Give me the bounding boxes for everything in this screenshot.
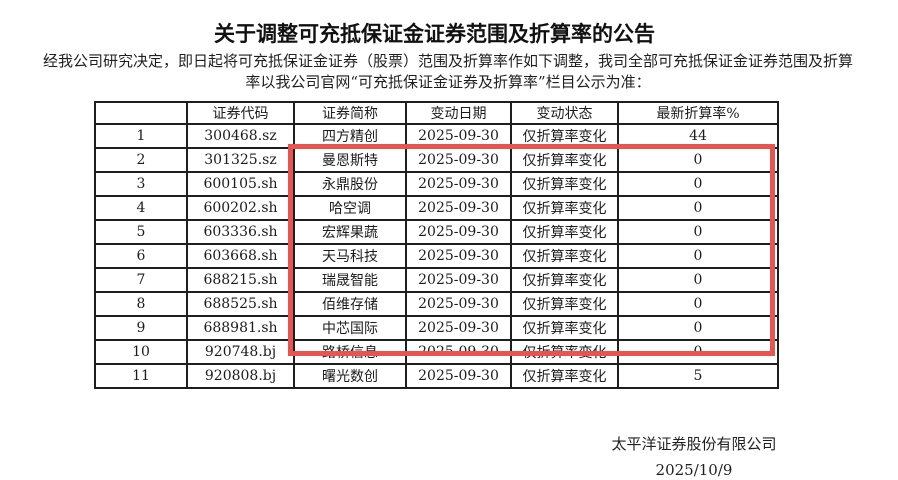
table-cell: 2025-09-30 [405,363,512,389]
table-cell: 0 [617,147,779,173]
table-cell: 7 [94,267,188,293]
table-cell: 0 [617,291,779,317]
footer-date: 2025/10/9 [655,461,733,479]
table-row: 9 688981.sh 中芯国际 2025-09-30 仅折算率变化 0 [94,315,779,341]
table-cell: 2025-09-30 [405,147,512,173]
table-cell: 中芯国际 [293,315,407,341]
table-cell: 哈空调 [293,195,407,221]
table-cell: 永鼎股份 [293,171,407,197]
table-cell: 0 [617,315,779,341]
table-cell: 曙光数创 [293,363,407,389]
table-row: 5 603336.sh 宏辉果蔬 2025-09-30 仅折算率变化 0 [94,219,779,245]
table-cell: 4 [94,195,188,221]
table-cell: 2025-09-30 [405,291,512,317]
table-header-cell: 变动状态 [510,101,619,125]
securities-table: 证券代码 证券简称 变动日期 变动状态 最新折算率% 1 300468.sz 四方精创 202… [94,101,779,389]
table-header-row: 证券代码 证券简称 变动日期 变动状态 最新折算率% [94,101,779,125]
page-title: 关于调整可充抵保证金证券范围及折算率的公告 [214,22,655,46]
table-header-cell: 证券简称 [293,101,407,125]
table-row: 4 600202.sh 哈空调 2025-09-30 仅折算率变化 0 [94,195,779,221]
table-cell: 仅折算率变化 [510,195,619,221]
table-cell: 仅折算率变化 [510,147,619,173]
table-cell: 0 [617,267,779,293]
table-cell: 仅折算率变化 [510,291,619,317]
table-cell: 11 [94,363,188,389]
table-cell: 仅折算率变化 [510,363,619,389]
table-cell: 3 [94,171,188,197]
table-cell: 688981.sh [186,315,295,341]
intro-line-1: 经我公司研究决定，即日起将可充抵保证金证券（股票）范围及折算率作如下调整，我司全… [42,52,853,70]
table-cell: 0 [617,171,779,197]
table-cell: 仅折算率变化 [510,219,619,245]
table-cell: 1 [94,123,188,149]
table-header-cell: 证券代码 [186,101,295,125]
table-cell: 仅折算率变化 [510,267,619,293]
table-cell: 0 [617,339,779,365]
table-header-cell [94,101,188,125]
table-cell: 5 [617,363,779,389]
table-cell: 仅折算率变化 [510,123,619,149]
table-cell: 603336.sh [186,219,295,245]
table-cell: 2025-09-30 [405,219,512,245]
table-row: 8 688525.sh 佰维存储 2025-09-30 仅折算率变化 0 [94,291,779,317]
table-cell: 宏辉果蔬 [293,219,407,245]
table-body: 1 300468.sz 四方精创 2025-09-30 仅折算率变化 44 2 301325.… [94,123,779,389]
table-cell: 8 [94,291,188,317]
table-row: 10 920748.bj 路桥信息 2025-09-30 仅折算率变化 0 [94,339,779,365]
intro-line-2: 率以我公司官网“可充抵保证金证券及折算率”栏目公示为准： [245,73,651,91]
table-cell: 仅折算率变化 [510,243,619,269]
table-cell: 2025-09-30 [405,195,512,221]
table-cell: 瑞晟智能 [293,267,407,293]
table-row: 1 300468.sz 四方精创 2025-09-30 仅折算率变化 44 [94,123,779,149]
table-cell: 600105.sh [186,171,295,197]
table-cell: 2 [94,147,188,173]
table-cell: 920808.bj [186,363,295,389]
table-cell: 2025-09-30 [405,339,512,365]
table-cell: 688215.sh [186,267,295,293]
table-cell: 5 [94,219,188,245]
table-row: 3 600105.sh 永鼎股份 2025-09-30 仅折算率变化 0 [94,171,779,197]
table-cell: 688525.sh [186,291,295,317]
table-cell: 2025-09-30 [405,267,512,293]
table-cell: 44 [617,123,779,149]
table-cell: 6 [94,243,188,269]
table-row: 11 920808.bj 曙光数创 2025-09-30 仅折算率变化 5 [94,363,779,389]
table-cell: 0 [617,219,779,245]
table-cell: 2025-09-30 [405,171,512,197]
table-cell: 仅折算率变化 [510,171,619,197]
table-header-cell: 最新折算率% [617,101,779,125]
table-cell: 0 [617,243,779,269]
table-cell: 2025-09-30 [405,123,512,149]
table-cell: 920748.bj [186,339,295,365]
table-cell: 0 [617,195,779,221]
document-footer: 太平洋证券股份有限公司 2025/10/9 [611,433,777,479]
intro-paragraph: 经我公司研究决定，即日起将可充抵保证金证券（股票）范围及折算率作如下调整，我司全… [14,51,882,93]
table-header-cell: 变动日期 [405,101,512,125]
table-cell: 曼恩斯特 [293,147,407,173]
table-cell: 仅折算率变化 [510,339,619,365]
table-row: 7 688215.sh 瑞晟智能 2025-09-30 仅折算率变化 0 [94,267,779,293]
table-cell: 仅折算率变化 [510,315,619,341]
table-cell: 2025-09-30 [405,243,512,269]
table-cell: 天马科技 [293,243,407,269]
table-cell: 2025-09-30 [405,315,512,341]
table-row: 2 301325.sz 曼恩斯特 2025-09-30 仅折算率变化 0 [94,147,779,173]
table-cell: 9 [94,315,188,341]
table-cell: 佰维存储 [293,291,407,317]
table-cell: 301325.sz [186,147,295,173]
table-cell: 600202.sh [186,195,295,221]
table-cell: 路桥信息 [293,339,407,365]
footer-company-name: 太平洋证券股份有限公司 [611,435,777,453]
table-cell: 300468.sz [186,123,295,149]
table-cell: 10 [94,339,188,365]
table-row: 6 603668.sh 天马科技 2025-09-30 仅折算率变化 0 [94,243,779,269]
table-cell: 603668.sh [186,243,295,269]
table-cell: 四方精创 [293,123,407,149]
